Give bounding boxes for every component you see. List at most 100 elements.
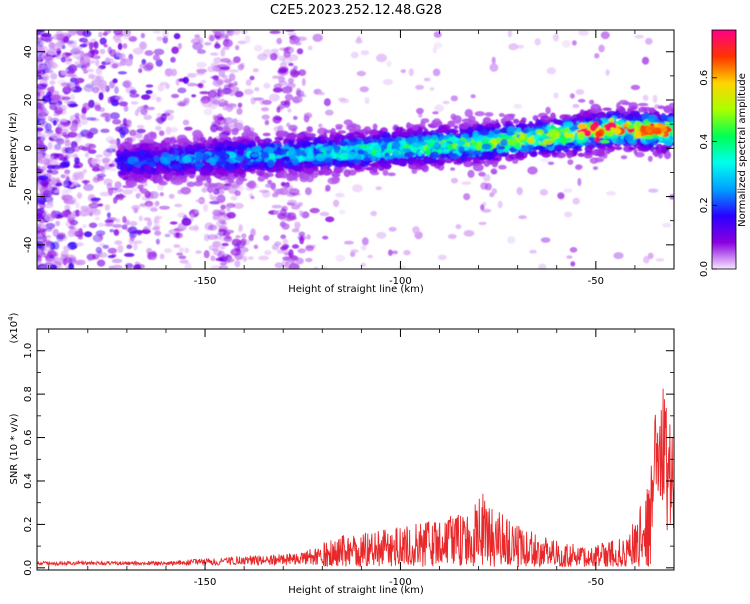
spectrogram-cell-1137 — [193, 224, 199, 232]
spectrogram-cell-4377 — [298, 171, 306, 179]
snr-y-ticks: 0.00.20.40.60.81.0 — [23, 343, 674, 576]
spectrogram-cell-2960 — [556, 152, 566, 159]
spectrogram-cell-1381 — [183, 97, 190, 104]
spectrogram-cell-1095 — [75, 202, 80, 209]
spectrogram-cell-980 — [37, 230, 45, 234]
spectrogram-cell-969 — [78, 227, 83, 235]
spectrogram-cell-583 — [171, 46, 179, 54]
spectrogram-cell-691 — [132, 47, 144, 55]
spectrogram-cell-1208 — [38, 175, 49, 181]
spectrogram-cell-1210 — [70, 74, 79, 83]
spectrogram-cell-1116 — [67, 213, 77, 219]
spectrogram-cell-261 — [121, 224, 128, 230]
spectrogram-cell-4758 — [226, 145, 232, 152]
spectrogram-cell-706 — [136, 106, 145, 113]
spectrogram-cell-975 — [82, 102, 91, 111]
spectrogram-cell-164 — [540, 158, 551, 163]
spectrogram-cell-3418 — [274, 136, 279, 141]
spectrogram-cell-4049 — [449, 129, 459, 134]
spectrogram-cell-1136 — [67, 30, 78, 36]
spectrogram-cell-3975 — [128, 171, 136, 179]
spectrogram-cell-271 — [630, 84, 641, 91]
spectrogram-cell-1233 — [104, 219, 114, 223]
spectrogram-cell-1044 — [181, 217, 192, 226]
spectrogram-cell-4368 — [500, 134, 511, 140]
spectrogram-cell-95 — [194, 34, 201, 39]
y-tick-label-5: 1.0 — [23, 343, 34, 359]
spectrogram-cell-181 — [253, 244, 259, 249]
spectrogram-cell-4570 — [276, 155, 282, 159]
spectrogram-cell-1204 — [98, 233, 104, 240]
spectrogram-cell-915 — [361, 245, 367, 251]
spectrogram-cell-4666 — [288, 147, 296, 155]
spectrogram-cell-961 — [552, 33, 560, 42]
spectrogram-cell-1285 — [218, 265, 229, 269]
spectrogram-cell-1019 — [325, 109, 334, 116]
spectrogram-cell-667 — [112, 189, 117, 194]
spectrogram-cell-319 — [87, 149, 97, 154]
spectrogram-cell-4545 — [562, 121, 574, 128]
spectrogram-cell-2390 — [589, 99, 595, 105]
spectrogram-cell-924 — [60, 70, 68, 75]
spectrogram-cell-8 — [169, 221, 178, 225]
spectrogram-cell-4536 — [546, 124, 551, 132]
spectrogram-cell-656 — [67, 131, 78, 138]
spectrogram-cell-914 — [119, 130, 126, 139]
spectrogram-cell-1153 — [99, 191, 110, 197]
spectrogram-cell-4 — [156, 36, 164, 42]
spectrogram-cell-1565 — [296, 48, 304, 55]
spectrogram-cell-2957 — [352, 124, 362, 132]
spectrogram-cell-904 — [507, 30, 513, 38]
spectrogram-cell-25 — [69, 94, 76, 101]
spectrogram-cell-4730 — [397, 158, 408, 167]
spectrogram-cell-167 — [94, 216, 100, 221]
spectrogram-cell-4505 — [209, 145, 215, 150]
spectrogram-cell-1027 — [276, 37, 283, 45]
spectrogram-cell-1385 — [211, 98, 221, 106]
spectrogram-cell-3642 — [142, 173, 150, 178]
spectrogram-cell-1566 — [288, 188, 300, 196]
spectrogram-cell-859 — [429, 87, 435, 91]
spectrogram-cell-1378 — [212, 75, 220, 81]
spectrogram-cell-3227 — [515, 123, 526, 129]
spectrogram-cell-4735 — [658, 134, 664, 142]
spectrogram-cell-4807 — [577, 133, 585, 140]
spectrogram-cell-64 — [64, 169, 71, 175]
spectrogram-cell-692 — [83, 183, 94, 191]
spectrogram-cell-4212 — [177, 147, 183, 154]
spectrogram-cell-1641 — [567, 159, 574, 165]
spectrogram-cell-1096 — [113, 30, 123, 36]
spectrogram-cell-3563 — [199, 133, 204, 138]
spectrogram-cell-3782 — [345, 161, 355, 167]
spectrogram-cell-566 — [388, 226, 397, 232]
spectrogram-cell-1132 — [60, 118, 68, 123]
spectrogram-cell-4022 — [595, 112, 607, 120]
spectrogram-cell-1362 — [220, 58, 231, 63]
spectrogram-cell-3657 — [637, 102, 649, 107]
spectrogram-cell-1161 — [577, 178, 582, 186]
spectrogram-cell-544 — [228, 73, 236, 82]
spectrogram-cell-827 — [564, 211, 573, 218]
spectrogram-cell-1241 — [38, 219, 46, 224]
spectrogram-cell-4375 — [154, 146, 159, 153]
spectrogram-cell-4691 — [661, 146, 667, 155]
spectrogram-cell-4027 — [456, 159, 461, 164]
spectrogram-cell-266 — [96, 173, 106, 178]
spectrogram-cell-616 — [73, 164, 81, 169]
spectrogram-cell-4455 — [331, 173, 341, 178]
spectrogram-cell-4387 — [519, 133, 526, 140]
spectrogram-cell-1245 — [250, 97, 256, 105]
spectrogram-x-label: Height of straight line (km) — [288, 284, 424, 295]
spectrogram-cell-1084 — [75, 259, 86, 266]
spectrogram-cell-52 — [323, 98, 331, 107]
spectrogram-cell-4737 — [201, 167, 210, 176]
spectrogram-cell-1193 — [173, 232, 183, 239]
spectrogram-cell-235 — [104, 204, 111, 211]
spectrogram-cell-3380 — [512, 158, 519, 164]
spectrogram-cell-1335 — [230, 248, 242, 256]
spectrogram-cell-1178 — [147, 251, 158, 261]
spectrogram-cell-1494 — [294, 221, 301, 229]
spectrogram-cell-3748 — [673, 126, 674, 129]
spectrogram-cell-1218 — [37, 56, 42, 61]
spectrogram-cell-4255 — [236, 136, 242, 141]
